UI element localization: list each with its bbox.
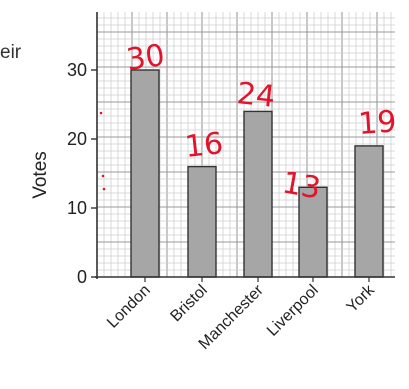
chart-axes	[91, 12, 395, 282]
category-label: York	[344, 281, 379, 316]
handwritten-annotations: 30 16 24 13 19	[99, 38, 398, 207]
handwritten-annotation: 19	[357, 104, 398, 142]
handwritten-annotation: 13	[280, 165, 324, 206]
category-label: Liverpool	[264, 282, 322, 340]
bar-london	[130, 69, 160, 278]
category-label: Bristol	[167, 282, 210, 325]
bar-york	[354, 145, 384, 278]
y-tick-labels: 0 10 20 30	[67, 60, 87, 287]
bar-manchester	[243, 110, 273, 278]
handwritten-annotation: 24	[235, 76, 277, 115]
pen-mark	[99, 111, 103, 115]
category-label: London	[104, 282, 154, 332]
handwritten-annotation: 16	[183, 126, 225, 165]
y-tick-label: 10	[67, 198, 87, 218]
chart-bars	[130, 69, 384, 278]
bar-bristol	[187, 165, 217, 278]
y-tick-label: 20	[67, 129, 87, 149]
y-tick-label: 0	[77, 267, 87, 287]
pen-mark	[102, 187, 106, 191]
y-axis-title: Votes	[30, 151, 51, 199]
y-tick-label: 30	[67, 60, 87, 80]
pen-mark	[101, 174, 105, 178]
handwritten-annotation: 30	[124, 38, 167, 78]
cropped-text: eir	[0, 42, 22, 63]
